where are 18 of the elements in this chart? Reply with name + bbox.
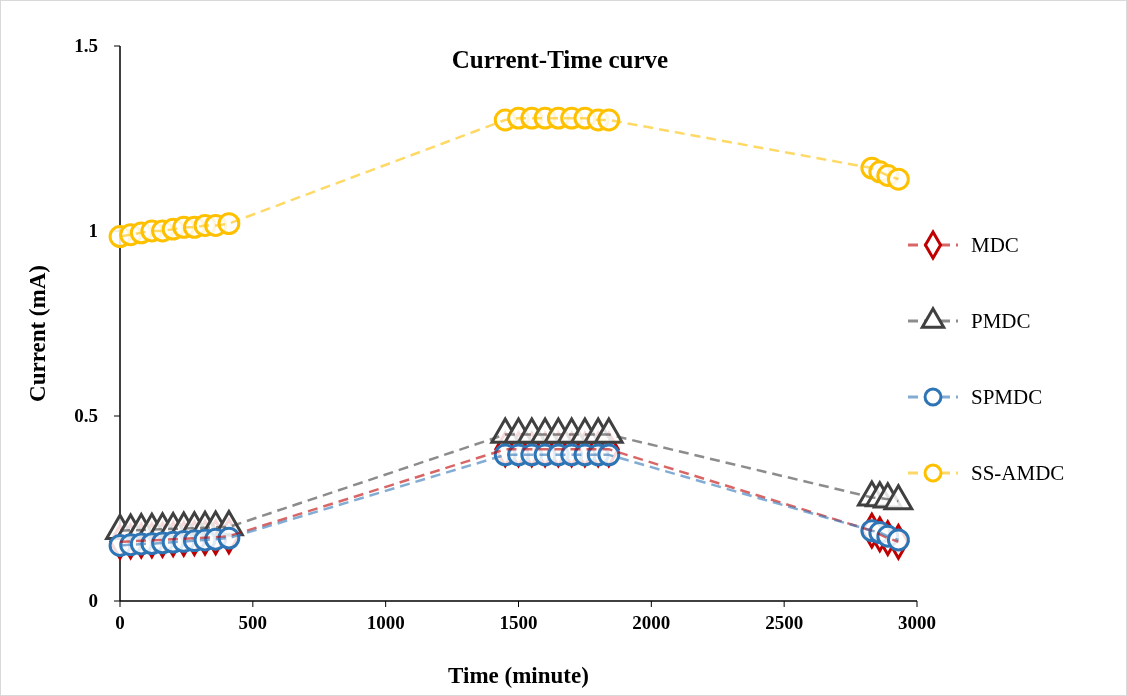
x-tick-label: 1000 [366,612,405,633]
x-tick-label: 1500 [499,612,538,633]
x-tick-label: 0 [115,612,125,633]
y-tick-label: 0.5 [74,405,98,426]
x-tick-label: 2500 [765,612,804,633]
x-tick-label: 3000 [898,612,936,633]
legend-label: SS-AMDC [971,461,1065,485]
legend-label: MDC [971,233,1019,257]
y-axis-title: Current (mA) [25,265,50,402]
legend-label: PMDC [971,309,1031,333]
x-tick-label: 500 [238,612,268,633]
chart-title: Current-Time curve [451,46,669,73]
y-tick-label: 1 [88,220,98,241]
x-axis-title: Time (minute) [448,663,589,688]
x-tick-label: 2000 [632,612,671,633]
legend-label: SPMDC [971,385,1043,409]
y-tick-label: 0 [88,590,98,611]
y-tick-label: 1.5 [74,35,98,56]
